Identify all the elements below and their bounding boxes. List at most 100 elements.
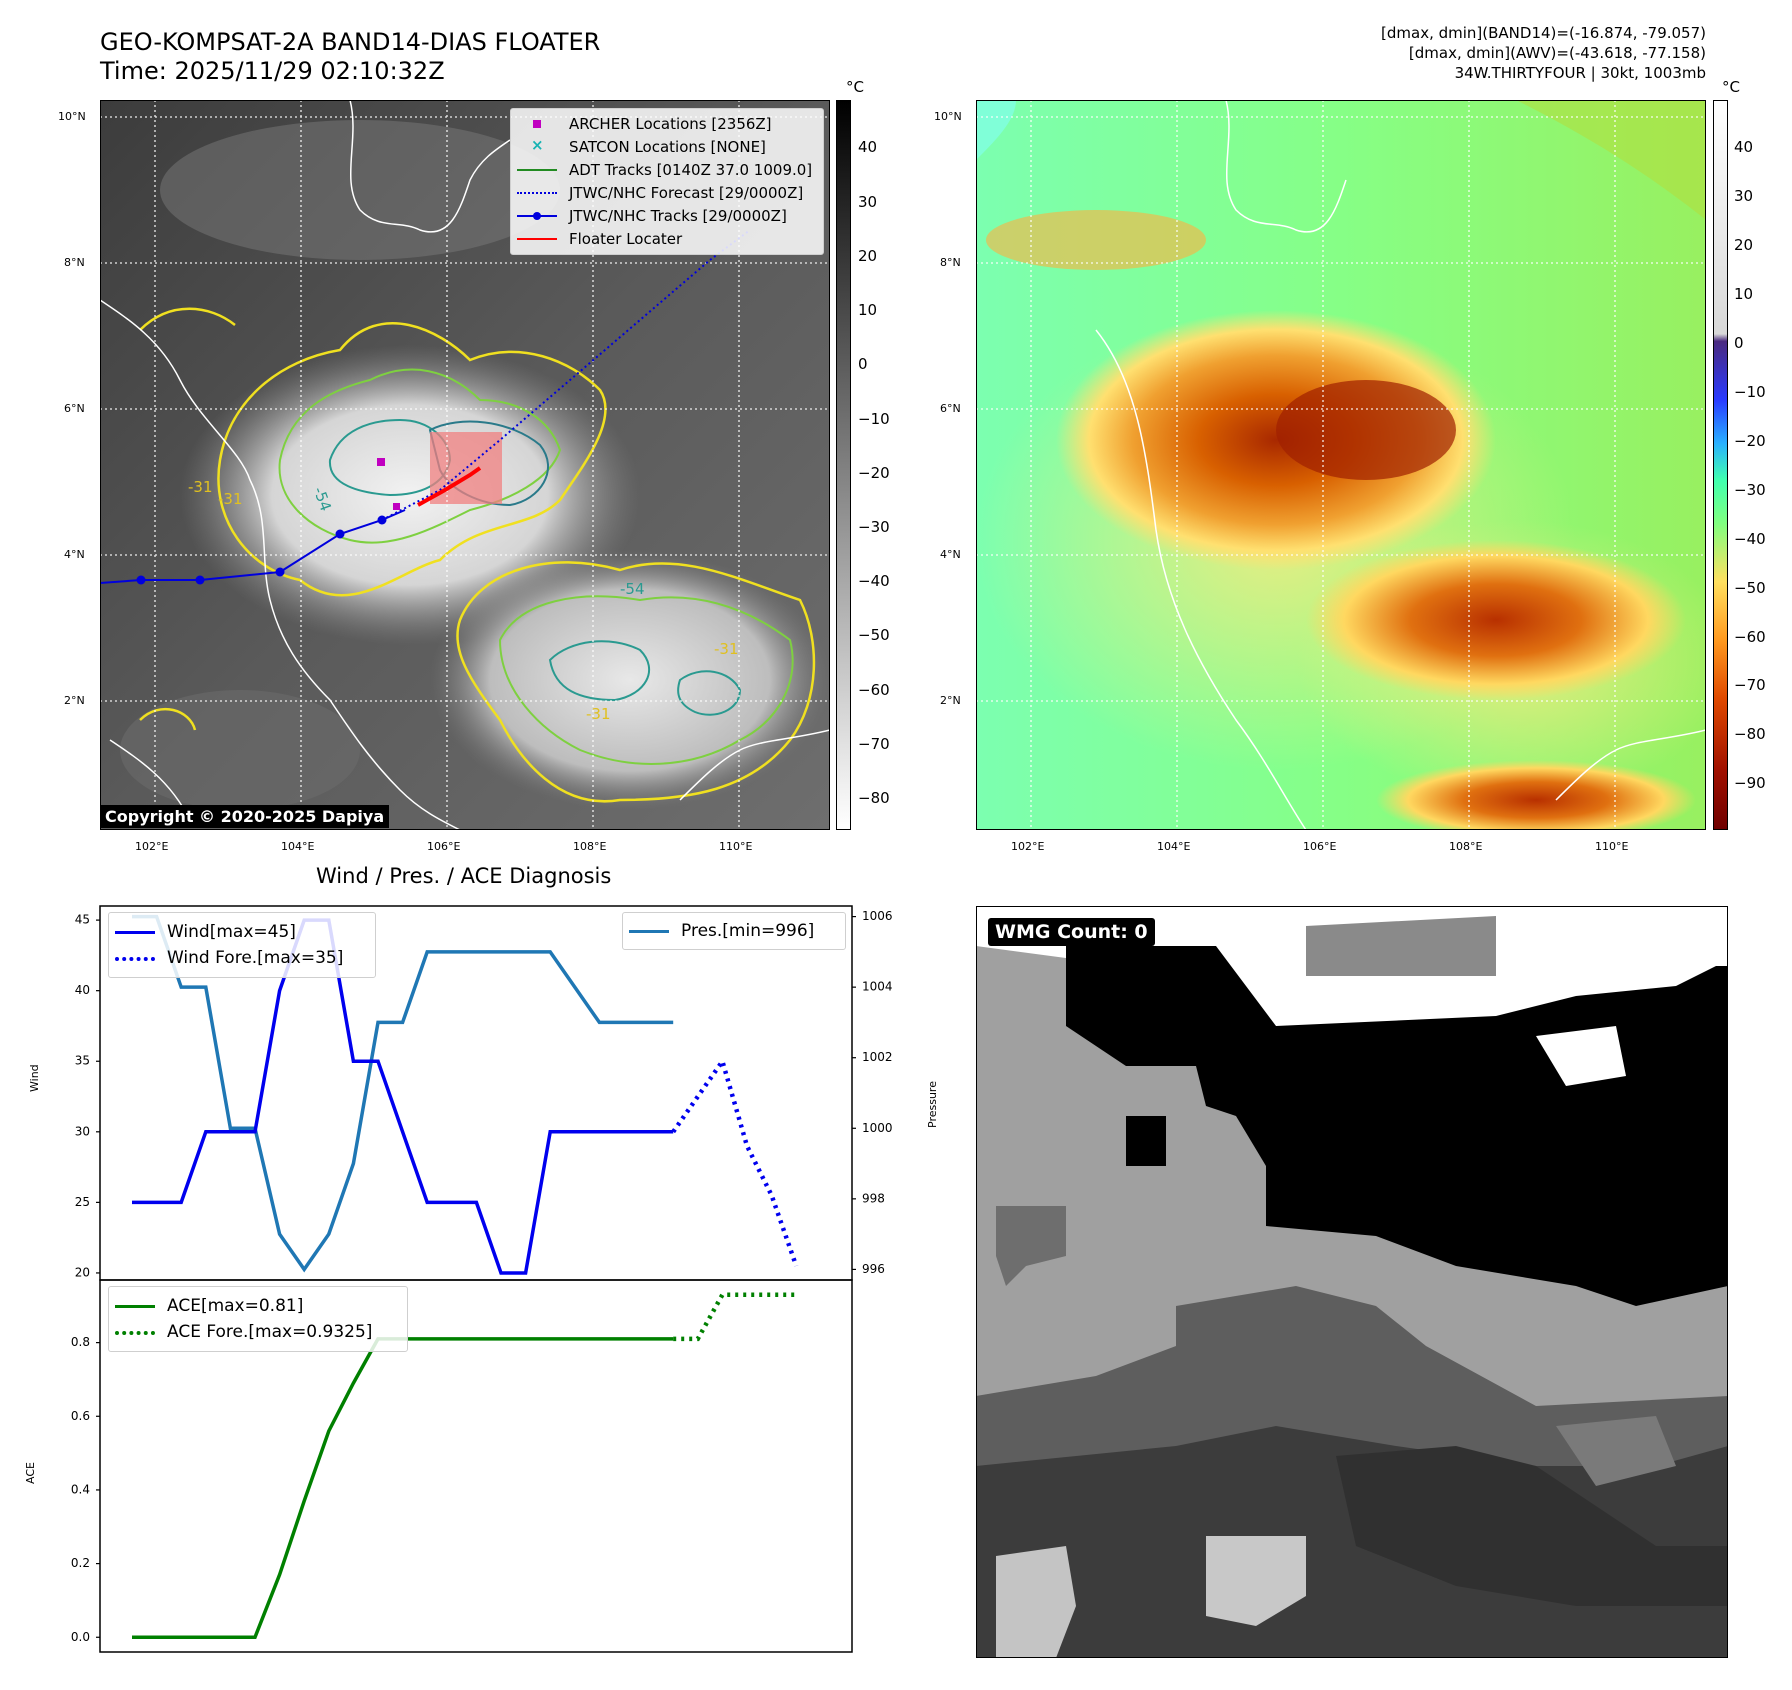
wmg-count-badge: WMG Count: 0: [988, 918, 1155, 946]
colorbar-tick: −60: [858, 680, 890, 699]
ir-map-panel: -31 -31 -54 -31 -31 -54 ARCHER Locations…: [100, 100, 830, 830]
colorbar-tick: −50: [1734, 578, 1766, 597]
colorbar-tick: −70: [858, 734, 890, 753]
colorbar-tick: 0: [1734, 334, 1744, 352]
figure-time: Time: 2025/11/29 02:10:32Z: [100, 57, 445, 85]
legend-label: JTWC/NHC Tracks [29/0000Z]: [569, 206, 787, 225]
ace-line-icon: [115, 1299, 155, 1313]
pressure-tick-label: 1004: [862, 980, 893, 994]
wv-colorbar-unit: °C: [1722, 78, 1740, 96]
colorbar-tick: 30: [1734, 187, 1754, 206]
lon-tick: 104°E: [1157, 840, 1191, 853]
ir-colorbar: [836, 100, 851, 830]
ace-ylabel: ACE: [24, 1462, 37, 1484]
jtwc-track-point: [275, 567, 285, 577]
colorbar-tick: −80: [1734, 725, 1766, 744]
wmg-light-patch-west: [996, 1546, 1076, 1658]
archer-marker-icon: [517, 117, 557, 131]
lat-tick: 8°N: [940, 256, 961, 269]
pressure-line-icon: [629, 924, 669, 938]
ace-axes-frame: [99, 1279, 853, 1653]
pressure-ylabel: Pressure: [926, 1081, 939, 1128]
contour-label: -31: [586, 705, 611, 723]
contour-label: -31: [714, 640, 739, 658]
lat-tick: 2°N: [64, 694, 85, 707]
lon-tick: 110°E: [1595, 840, 1629, 853]
coastline-borneo: [679, 729, 830, 801]
lat-tick: 6°N: [64, 402, 85, 415]
ace-legend: ACE[max=0.81] ACE Fore.[max=0.9325]: [108, 1286, 408, 1352]
legend-label: Wind[max=45]: [167, 922, 296, 942]
colorbar-tick: 40: [1734, 138, 1754, 157]
contour-yellow-north: [217, 322, 607, 597]
lat-tick: 10°N: [934, 110, 962, 123]
lon-tick: 106°E: [427, 840, 461, 853]
legend-item-ace-fore: ACE Fore.[max=0.9325]: [109, 1319, 407, 1345]
colorbar-tick: −40: [858, 572, 890, 591]
wind-legend: Wind[max=45] Wind Fore.[max=35]: [108, 912, 376, 978]
pressure-tick-label: 1000: [862, 1121, 893, 1135]
lon-tick: 106°E: [1303, 840, 1337, 853]
colorbar-tick: −90: [1734, 774, 1766, 793]
legend-label: ACE Fore.[max=0.9325]: [167, 1322, 373, 1342]
lat-tick: 10°N: [58, 110, 86, 123]
ace-tick-label: 0.2: [71, 1556, 90, 1570]
legend-label: ARCHER Locations [2356Z]: [569, 114, 772, 133]
satcon-x-icon: ×: [531, 135, 544, 154]
jtwc-forecast-line: [381, 229, 751, 521]
archer-location-marker: [377, 458, 385, 466]
header-band14-range: [dmax, dmin](BAND14)=(-16.874, -79.057): [1381, 24, 1706, 42]
jtwc-track-point: [195, 575, 205, 585]
lat-tick: 8°N: [64, 256, 85, 269]
ace-series-line: [132, 1337, 674, 1640]
colorbar-tick: −30: [858, 517, 890, 536]
jtwc-track-point: [335, 529, 345, 539]
legend-item-pressure: Pres.[min=996]: [623, 918, 845, 944]
colorbar-tick: −40: [1734, 529, 1766, 548]
wv-map-frame: [976, 100, 1706, 830]
wv-core-south: [1306, 540, 1686, 700]
legend-item-satcon: × SATCON Locations [NONE]: [511, 135, 823, 158]
coastline-vietnam: [349, 100, 511, 233]
jtwc-track-points: [136, 515, 387, 585]
coastline-malay-peninsula: [100, 299, 461, 830]
pressure-tick-label: 1006: [862, 909, 893, 923]
diag-chart: 45 40 35 30 25 20 1006 1004 1002 1000 998 996 0.8 0.6…: [71, 905, 893, 1653]
colorbar-tick: −60: [1734, 627, 1766, 646]
lon-tick: 104°E: [281, 840, 315, 853]
contour-label: -31: [218, 490, 243, 508]
pressure-tick-label: 998: [862, 1191, 885, 1205]
pressure-tick-label: 996: [862, 1262, 885, 1276]
lon-tick: 102°E: [135, 840, 169, 853]
legend-item-archer: ARCHER Locations [2356Z]: [511, 112, 823, 135]
wmg-frame: [976, 906, 1728, 1658]
colorbar-tick: −10: [1734, 382, 1766, 401]
colorbar-tick: 0: [858, 355, 868, 374]
lon-tick: 108°E: [573, 840, 607, 853]
colorbar-tick: 10: [1734, 285, 1754, 304]
colorbar-tick: −30: [1734, 480, 1766, 499]
diag-title: Wind / Pres. / ACE Diagnosis: [316, 864, 612, 888]
colorbar-tick: −10: [858, 409, 890, 428]
colorbar-tick: −20: [1734, 431, 1766, 450]
ace-forecast-series-line: [673, 1292, 797, 1342]
track-line-dot-icon: [517, 209, 557, 223]
legend-label: ACE[max=0.81]: [167, 1296, 304, 1316]
lon-tick: 110°E: [719, 840, 753, 853]
colorbar-tick: 20: [858, 246, 878, 265]
wind-tick-label: 30: [75, 1124, 90, 1138]
colorbar-tick: 20: [1734, 236, 1754, 255]
ir-colorbar-unit: °C: [846, 78, 864, 96]
colorbar-tick: −80: [858, 789, 890, 808]
wind-tick-label: 20: [75, 1265, 90, 1279]
jtwc-track-point: [136, 575, 146, 585]
contour-label: -54: [620, 580, 645, 598]
legend-label: JTWC/NHC Forecast [29/0000Z]: [569, 183, 804, 202]
wv-gridlines: [976, 100, 1706, 830]
legend-label: SATCON Locations [NONE]: [569, 137, 766, 156]
colorbar-tick: 10: [858, 301, 878, 320]
legend-label: ADT Tracks [0140Z 37.0 1009.0]: [569, 160, 813, 179]
lat-tick: 2°N: [940, 694, 961, 707]
lat-tick: 4°N: [940, 548, 961, 561]
ace-tick-label: 0.4: [71, 1482, 90, 1496]
